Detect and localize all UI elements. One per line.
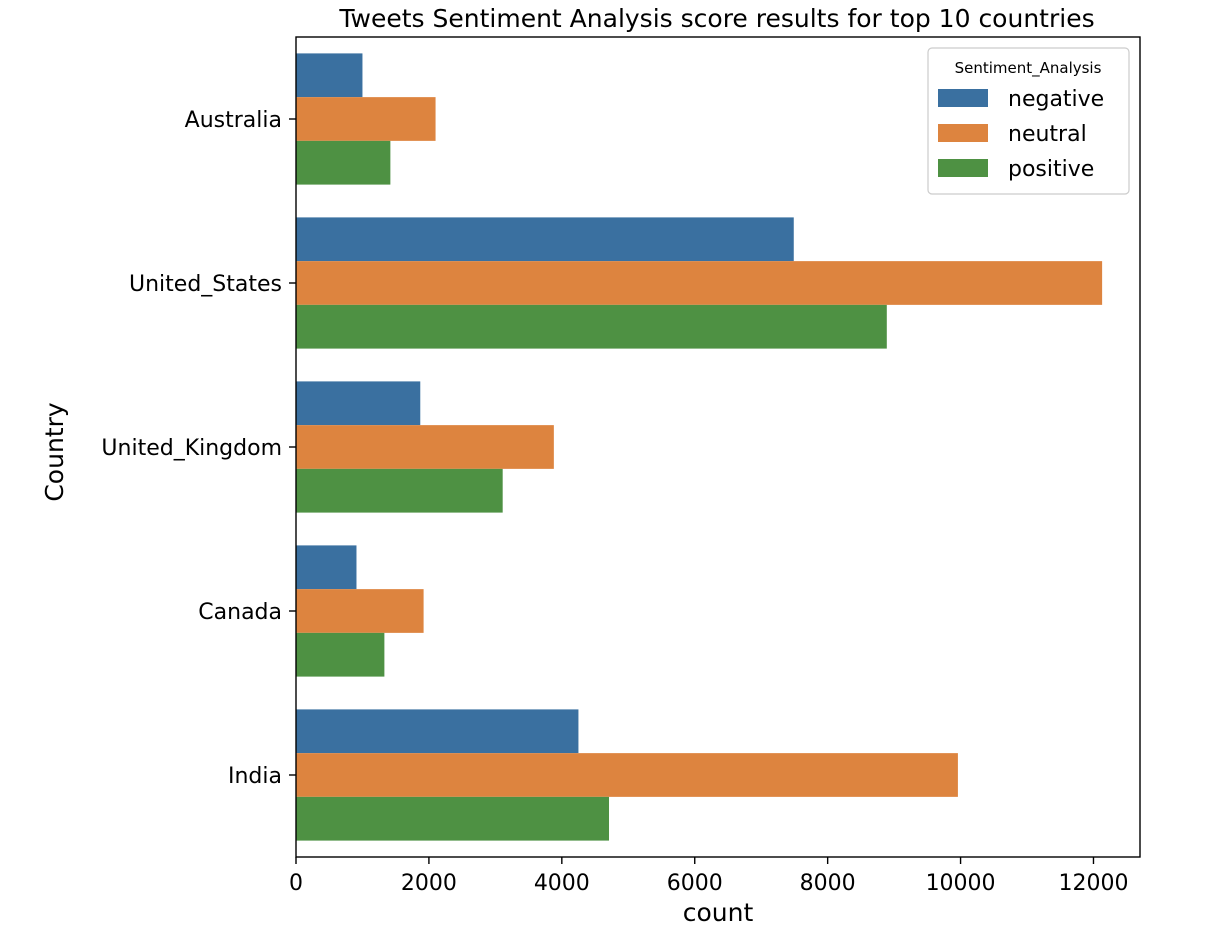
legend-label-neutral: neutral [1008,122,1087,147]
x-tick-label: 6000 [667,871,723,896]
legend-title: Sentiment_Analysis [955,59,1102,78]
bar-United_Kingdom-positive [296,468,503,513]
bar-India-positive [296,796,610,841]
y-tick-label: India [228,764,282,789]
legend-label-negative: negative [1008,87,1104,112]
x-tick-label: 12000 [1058,871,1128,896]
y-axis-label: Country [40,402,69,502]
x-tick-label: 2000 [401,871,457,896]
legend: Sentiment_Analysis negative neutral positi… [927,47,1130,195]
legend-box [927,47,1130,195]
bar-Canada-neutral [296,589,424,633]
y-tick-label: Canada [198,600,282,625]
chart-title: Tweets Sentiment Analysis score results … [338,4,1094,33]
y-tick-label: Australia [185,108,282,133]
x-axis: 0 2000 4000 6000 8000 10000 12000 [289,857,1128,896]
bar-United_States-neutral [296,261,1103,305]
bar-Australia-negative [296,53,363,98]
bar-India-neutral [296,753,958,797]
x-tick-label: 8000 [800,871,856,896]
bar-United_States-negative [296,217,794,262]
bar-Canada-positive [296,632,385,677]
y-axis: Australia United_States United_Kingdom Cana… [101,108,296,789]
x-tick-label: 0 [289,871,303,896]
bar-Australia-positive [296,140,391,185]
x-axis-label: count [683,898,754,927]
bar-Canada-negative [296,545,357,590]
y-tick-label: United_States [129,272,282,297]
y-tick-label: United_Kingdom [101,436,282,461]
bar-Australia-neutral [296,97,436,141]
legend-label-positive: positive [1008,157,1094,182]
bar-United_Kingdom-negative [296,381,421,426]
x-tick-label: 10000 [926,871,996,896]
legend-items: negative neutral positive [938,87,1104,182]
x-tick-label: 4000 [534,871,590,896]
legend-swatch-neutral [938,124,988,142]
bar-United_States-positive [296,304,887,349]
legend-swatch-negative [938,89,988,107]
bar-United_Kingdom-neutral [296,425,554,469]
bar-India-negative [296,709,579,754]
bars-group [296,53,1103,841]
legend-swatch-positive [938,159,988,177]
